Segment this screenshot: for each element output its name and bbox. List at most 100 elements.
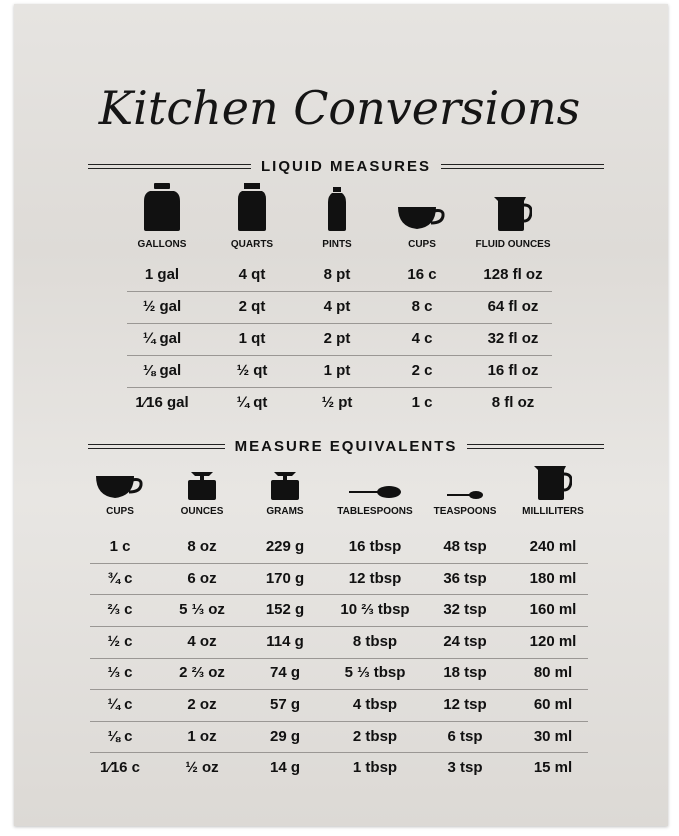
poster bbox=[14, 4, 668, 826]
column-header: TEASPOONS bbox=[433, 506, 497, 517]
measuring-jug-icon bbox=[494, 197, 533, 236]
table-cell: 229 g bbox=[265, 538, 305, 555]
row-divider bbox=[127, 387, 552, 388]
table-cell: ¼ c bbox=[107, 696, 133, 713]
table-cell: 1 c bbox=[109, 538, 131, 555]
divider bbox=[441, 164, 605, 169]
table-cell: ⅔ c bbox=[107, 601, 133, 619]
table-cell: 36 tsp bbox=[443, 569, 487, 587]
divider bbox=[467, 444, 604, 449]
table-cell: 8 tbsp bbox=[352, 632, 398, 650]
table-cell: ½ pt bbox=[321, 394, 353, 411]
poster-title: Kitchen Conversions bbox=[98, 81, 581, 135]
tablespoon-icon bbox=[349, 484, 401, 505]
cup-icon bbox=[96, 474, 144, 505]
table-cell: 12 tbsp bbox=[348, 569, 402, 587]
row-divider bbox=[90, 689, 588, 691]
table-cell: 80 ml bbox=[533, 664, 573, 682]
table-cell: 1 pt bbox=[323, 362, 351, 379]
table-cell: 4 oz bbox=[187, 632, 217, 650]
table-cell: 1 gal bbox=[144, 266, 180, 283]
table-cell: 4 tbsp bbox=[352, 696, 398, 713]
row-divider bbox=[127, 323, 552, 324]
column-header: FLUID OUNCES bbox=[475, 239, 551, 250]
row-divider bbox=[90, 720, 588, 722]
teaspoon-icon bbox=[447, 488, 483, 506]
table-cell: 29 g bbox=[269, 727, 301, 745]
table-cell: 48 tsp bbox=[443, 538, 487, 555]
table-cell: 10 ⅔ tbsp bbox=[340, 601, 410, 619]
column-header: OUNCES bbox=[180, 506, 224, 517]
table-cell: 6 tsp bbox=[447, 727, 483, 745]
table-cell: 2 oz bbox=[187, 696, 217, 713]
table-cell: 152 g bbox=[265, 601, 305, 619]
table-cell: 6 oz bbox=[187, 569, 217, 587]
table-cell: 14 g bbox=[269, 759, 301, 777]
table-cell: 8 fl oz bbox=[491, 394, 535, 411]
table-cell: 5 ⅓ oz bbox=[179, 601, 225, 619]
table-cell: 160 ml bbox=[529, 601, 577, 619]
column-header: MILLILITERS bbox=[522, 506, 584, 517]
table-cell: 2 ⅔ oz bbox=[179, 664, 225, 682]
table-cell: 24 tsp bbox=[443, 632, 487, 650]
table-cell: 5 ⅓ tbsp bbox=[344, 664, 406, 682]
table-cell: ⅓ c bbox=[107, 664, 133, 682]
table-cell: 15 ml bbox=[533, 759, 573, 777]
table-cell: 60 ml bbox=[533, 696, 573, 713]
scale-icon bbox=[187, 470, 217, 505]
table-cell: 1⁄16 gal bbox=[135, 394, 189, 411]
table-cell: ½ oz bbox=[185, 759, 219, 777]
measuring-jug-icon bbox=[534, 466, 573, 505]
column-header: GRAMS bbox=[266, 506, 304, 517]
scale-icon bbox=[270, 470, 300, 505]
table-cell: 180 ml bbox=[529, 569, 577, 587]
table-cell: 8 pt bbox=[323, 266, 351, 283]
table-cell: ¼ qt bbox=[236, 394, 268, 411]
table-cell: ¾ c bbox=[107, 569, 133, 587]
column-header: CUPS bbox=[106, 506, 134, 517]
table-cell: 170 g bbox=[265, 569, 305, 587]
table-cell: ¼ gal bbox=[142, 330, 182, 347]
table-cell: 16 fl oz bbox=[487, 362, 539, 379]
section-title: MEASURE EQUIVALENTS bbox=[234, 438, 458, 455]
liquid-measures-heading: LIQUID MEASURES bbox=[88, 158, 605, 175]
table-cell: 128 fl oz bbox=[483, 266, 543, 283]
row-divider bbox=[90, 657, 588, 659]
table-cell: 1 qt bbox=[238, 330, 266, 347]
table-cell: 74 g bbox=[269, 664, 301, 682]
table-cell: 32 fl oz bbox=[487, 330, 539, 347]
table-cell: 30 ml bbox=[533, 727, 573, 745]
section-title: LIQUID MEASURES bbox=[261, 158, 432, 175]
table-cell: 8 c bbox=[411, 298, 433, 315]
table-cell: 8 oz bbox=[187, 538, 217, 555]
table-cell: 16 c bbox=[407, 266, 437, 283]
column-header: QUARTS bbox=[230, 239, 274, 250]
table-cell: 1 oz bbox=[187, 727, 217, 745]
divider bbox=[88, 444, 225, 449]
column-header: GALLONS bbox=[137, 239, 187, 250]
table-cell: 4 c bbox=[411, 330, 433, 347]
table-cell: 1 c bbox=[411, 394, 433, 411]
table-cell: 3 tsp bbox=[447, 759, 483, 777]
column-header: TABLESPOONS bbox=[337, 506, 413, 517]
table-cell: 240 ml bbox=[529, 538, 577, 555]
table-cell: 120 ml bbox=[529, 632, 577, 650]
table-cell: ½ qt bbox=[236, 362, 268, 379]
quart-jar-icon bbox=[238, 183, 266, 236]
column-header: PINTS bbox=[322, 239, 352, 250]
row-divider bbox=[90, 626, 588, 627]
table-cell: ⅛ c bbox=[107, 727, 133, 745]
table-cell: 2 pt bbox=[323, 330, 351, 347]
cup-icon bbox=[398, 205, 446, 236]
pint-bottle-icon bbox=[328, 187, 346, 236]
table-cell: 114 g bbox=[266, 632, 304, 650]
table-cell: 57 g bbox=[269, 696, 301, 713]
measure-equivalents-heading: MEASURE EQUIVALENTS bbox=[88, 438, 604, 455]
table-cell: 32 tsp bbox=[443, 601, 487, 619]
row-divider bbox=[90, 752, 588, 754]
row-divider bbox=[127, 291, 552, 292]
table-cell: 2 tbsp bbox=[352, 727, 398, 745]
table-cell: 18 tsp bbox=[443, 664, 487, 682]
table-cell: 2 c bbox=[411, 362, 433, 379]
row-divider bbox=[90, 594, 588, 596]
